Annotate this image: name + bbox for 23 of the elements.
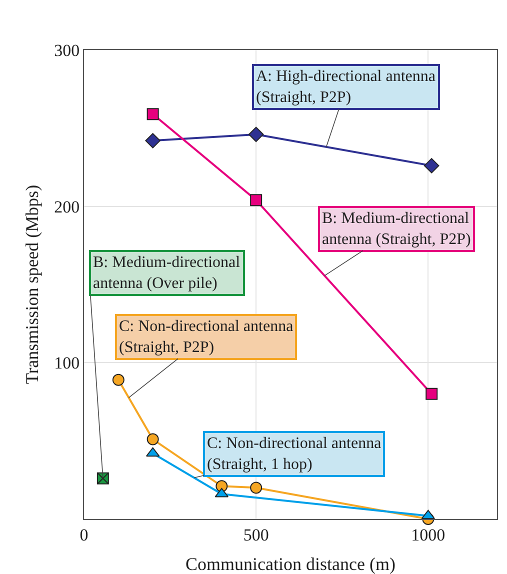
point: [250, 482, 262, 494]
y-tick-label: 100: [54, 354, 80, 373]
x-tick-label: 1000: [411, 525, 446, 544]
y-axis-title: Transmission speed (Mbps): [22, 184, 42, 384]
y-tick-label: 300: [54, 40, 80, 60]
series-label: C: Non-directional antenna (Straight, 1 hop): [207, 435, 382, 473]
point: [424, 158, 440, 174]
point: [250, 194, 262, 206]
x-tick-label: 0: [80, 525, 88, 544]
point: [248, 126, 264, 142]
x-axis-title: Communication distance (m): [186, 554, 396, 574]
point: [426, 388, 438, 400]
point: [112, 374, 124, 386]
point: [146, 433, 159, 446]
series-label: A: High-directional antenna (Straight, P2P): [256, 68, 436, 106]
y-tick-label: 200: [54, 197, 80, 216]
point: [146, 108, 159, 120]
point: [96, 472, 109, 484]
series-label: B: Medium-directional antenna (Straight, P2P): [322, 210, 471, 248]
x-tick-label: 500: [243, 525, 269, 544]
series-label: C: Non-directional antenna (Straight, P2P): [119, 318, 294, 356]
text: B: Medium-directional antenna (Over pile): [93, 254, 241, 292]
point: [145, 133, 160, 148]
